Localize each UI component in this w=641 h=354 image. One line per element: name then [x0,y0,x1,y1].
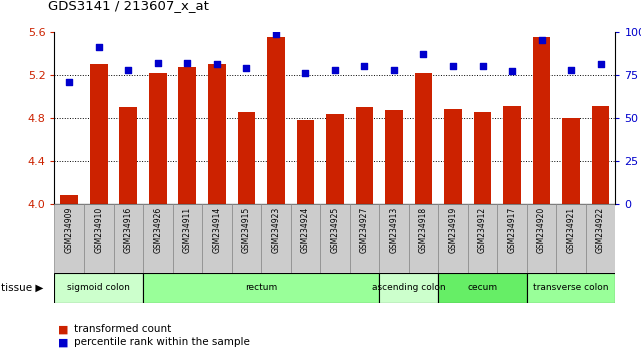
Point [123,67,133,73]
Text: GSM234910: GSM234910 [94,207,103,253]
Point [595,62,606,67]
Text: tissue ▶: tissue ▶ [1,282,44,293]
Text: ■: ■ [58,337,68,347]
Bar [503,106,521,204]
Text: GSM234917: GSM234917 [508,207,517,253]
Text: transverse colon: transverse colon [533,283,609,292]
Text: GSM234911: GSM234911 [183,207,192,253]
Bar [527,273,615,303]
Bar [178,67,196,204]
Bar [84,204,113,273]
Bar [379,273,438,303]
Bar [297,120,314,204]
Text: GSM234913: GSM234913 [390,207,399,253]
Bar [415,73,432,204]
Bar [497,204,527,273]
Bar [60,195,78,204]
Bar [438,273,527,303]
Text: GSM234921: GSM234921 [567,207,576,253]
Point [389,67,399,73]
Text: GSM234923: GSM234923 [271,207,280,253]
Text: ■: ■ [58,324,68,334]
Point [64,79,74,85]
Point [94,45,104,50]
Point [182,60,192,65]
Text: GSM234927: GSM234927 [360,207,369,253]
Text: GDS3141 / 213607_x_at: GDS3141 / 213607_x_at [48,0,209,12]
Text: GSM234922: GSM234922 [596,207,605,253]
Point [241,65,251,71]
Bar [54,204,84,273]
Bar [143,273,379,303]
Bar [438,204,468,273]
Bar [267,37,285,204]
Point [300,70,310,76]
Bar [468,204,497,273]
Text: sigmoid colon: sigmoid colon [67,283,130,292]
Bar [261,204,290,273]
Point [419,51,429,57]
Text: GSM234924: GSM234924 [301,207,310,253]
Point [448,63,458,69]
Text: GSM234919: GSM234919 [449,207,458,253]
Bar [474,112,492,204]
Bar [350,204,379,273]
Text: GSM234926: GSM234926 [153,207,162,253]
Bar [143,204,172,273]
Bar [202,204,231,273]
Bar [172,204,202,273]
Bar [356,107,373,204]
Text: ascending colon: ascending colon [372,283,445,292]
Bar [533,37,551,204]
Bar [231,204,261,273]
Text: GSM234912: GSM234912 [478,207,487,253]
Point [537,38,547,43]
Bar [326,114,344,204]
Text: transformed count: transformed count [74,324,171,334]
Point [478,63,488,69]
Bar [527,204,556,273]
Bar [562,118,580,204]
Text: GSM234909: GSM234909 [65,207,74,253]
Text: rectum: rectum [245,283,278,292]
Bar [90,64,108,204]
Point [360,63,370,69]
Bar [149,73,167,204]
Bar [592,106,610,204]
Bar [379,204,409,273]
Point [212,62,222,67]
Bar [54,273,143,303]
Text: cecum: cecum [467,283,497,292]
Point [330,67,340,73]
Text: percentile rank within the sample: percentile rank within the sample [74,337,249,347]
Text: GSM234920: GSM234920 [537,207,546,253]
Bar [409,204,438,273]
Bar [586,204,615,273]
Bar [320,204,350,273]
Point [271,31,281,36]
Point [507,69,517,74]
Bar [238,112,255,204]
Point [566,67,576,73]
Point [153,60,163,65]
Text: GSM234915: GSM234915 [242,207,251,253]
Bar [113,204,143,273]
Bar [290,204,320,273]
Bar [385,110,403,204]
Text: GSM234916: GSM234916 [124,207,133,253]
Bar [444,109,462,204]
Text: GSM234914: GSM234914 [212,207,221,253]
Bar [119,107,137,204]
Bar [208,64,226,204]
Bar [556,204,586,273]
Text: GSM234918: GSM234918 [419,207,428,253]
Text: GSM234925: GSM234925 [330,207,340,253]
